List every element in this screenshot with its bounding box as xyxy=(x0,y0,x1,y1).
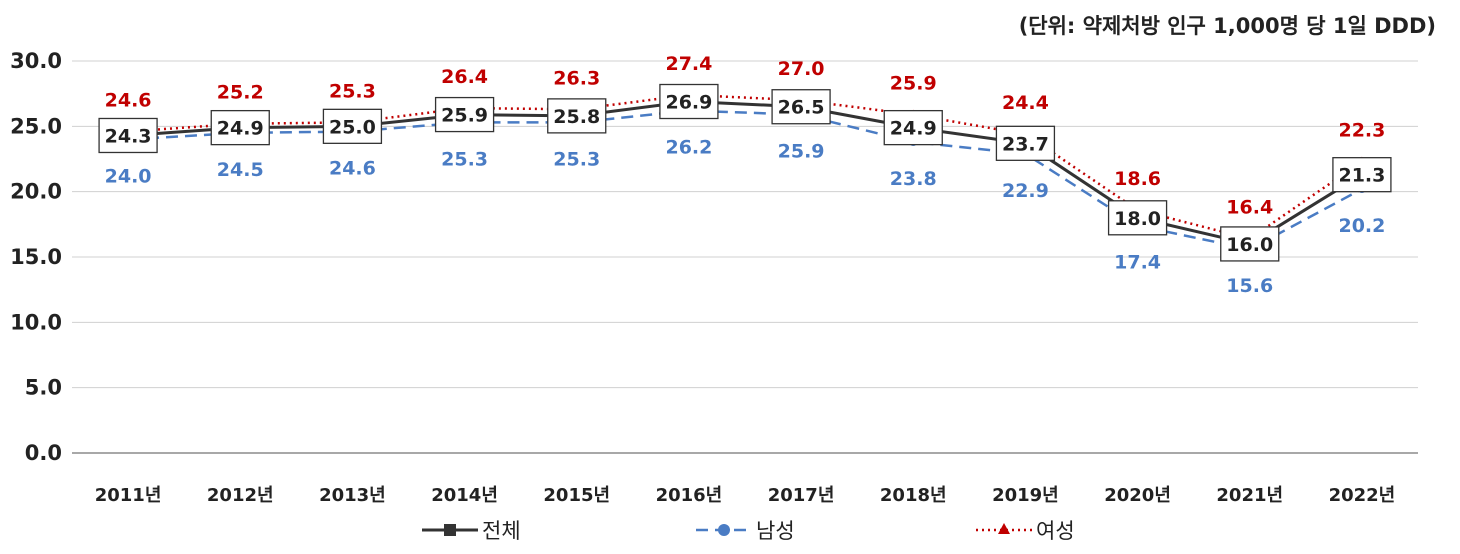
data-label-male: 23.8 xyxy=(890,168,937,190)
data-label-total: 18.0 xyxy=(1114,208,1161,230)
x-tick-label: 2019년 xyxy=(992,485,1059,506)
series-line-total xyxy=(127,100,1363,246)
data-label-female: 25.3 xyxy=(329,80,376,102)
x-tick-label: 2014년 xyxy=(431,485,498,506)
x-tick-label: 2017년 xyxy=(768,485,835,506)
data-label-female: 25.2 xyxy=(217,82,264,104)
data-label-female: 25.9 xyxy=(890,73,937,95)
unit-note: (단위: 약제처방 인구 1,000명 당 1일 DDD) xyxy=(1018,14,1436,38)
data-label-total: 24.3 xyxy=(105,125,152,147)
series-line-female xyxy=(127,93,1363,241)
y-tick-label: 25.0 xyxy=(10,114,62,138)
x-tick-label: 2015년 xyxy=(543,485,610,506)
data-label-total: 24.9 xyxy=(890,118,937,140)
data-label-female: 18.6 xyxy=(1114,168,1161,190)
x-tick-label: 2018년 xyxy=(880,485,947,506)
data-label-total: 26.5 xyxy=(778,97,825,119)
legend-marker-male xyxy=(718,524,730,536)
data-label-female: 24.4 xyxy=(1002,92,1049,114)
data-label-female: 27.4 xyxy=(665,53,712,75)
legend-label-male: 남성 xyxy=(756,519,795,543)
data-label-male: 26.2 xyxy=(665,137,712,159)
y-tick-label: 10.0 xyxy=(10,310,62,334)
data-label-female: 26.3 xyxy=(553,67,600,89)
data-label-box-total xyxy=(322,108,383,144)
x-tick-label: 2016년 xyxy=(656,485,723,506)
data-label-box-total xyxy=(1107,200,1168,236)
data-label-box-total xyxy=(210,109,270,146)
data-label-male: 24.0 xyxy=(105,165,152,187)
data-label-female: 24.6 xyxy=(105,90,152,112)
x-tick-label: 2012년 xyxy=(207,485,274,506)
data-label-total: 16.0 xyxy=(1226,234,1273,256)
data-label-box-total xyxy=(995,125,1056,161)
data-label-box-total xyxy=(659,83,719,120)
data-label-total: 21.3 xyxy=(1338,165,1385,187)
y-tick-label: 0.0 xyxy=(25,441,62,465)
x-tick-label: 2013년 xyxy=(319,485,386,506)
data-label-male: 24.5 xyxy=(217,159,264,181)
data-label-female: 16.4 xyxy=(1226,197,1273,219)
data-label-male: 22.9 xyxy=(1002,180,1049,202)
legend-label-female: 여성 xyxy=(1036,519,1075,543)
data-label-male: 25.3 xyxy=(441,148,488,170)
data-label-total: 25.0 xyxy=(329,116,376,138)
legend-label-total: 전체 xyxy=(482,519,521,543)
y-tick-label: 30.0 xyxy=(10,49,62,73)
data-label-box-total xyxy=(434,96,495,133)
data-label-male: 25.9 xyxy=(778,141,825,163)
data-label-box-total xyxy=(1332,157,1392,193)
y-tick-label: 5.0 xyxy=(25,376,62,400)
data-label-male: 24.6 xyxy=(329,158,376,180)
data-label-male: 15.6 xyxy=(1226,275,1273,297)
legend-marker-total xyxy=(444,524,456,536)
data-label-male: 20.2 xyxy=(1338,215,1385,237)
x-tick-label: 2022년 xyxy=(1329,485,1396,506)
y-tick-label: 20.0 xyxy=(10,180,62,204)
data-label-total: 23.7 xyxy=(1002,133,1049,155)
data-label-box-total xyxy=(547,98,607,134)
data-label-total: 25.9 xyxy=(441,105,488,127)
legend-marker-female xyxy=(998,523,1010,534)
data-label-female: 27.0 xyxy=(778,58,825,80)
data-label-female: 26.4 xyxy=(441,66,488,88)
data-label-total: 26.9 xyxy=(665,92,712,114)
data-label-male: 17.4 xyxy=(1114,252,1161,274)
x-tick-label: 2011년 xyxy=(95,485,162,506)
data-label-box-total xyxy=(883,109,943,146)
data-label-box-total xyxy=(98,117,158,154)
data-label-total: 25.8 xyxy=(553,106,600,128)
y-tick-label: 15.0 xyxy=(10,245,62,269)
x-tick-label: 2020년 xyxy=(1104,485,1171,506)
data-label-box-total xyxy=(771,89,831,125)
data-label-female: 22.3 xyxy=(1338,120,1385,142)
data-label-total: 24.9 xyxy=(217,118,264,140)
data-label-male: 25.3 xyxy=(553,148,600,170)
x-tick-label: 2021년 xyxy=(1216,485,1283,506)
data-label-box-total xyxy=(1220,226,1280,262)
